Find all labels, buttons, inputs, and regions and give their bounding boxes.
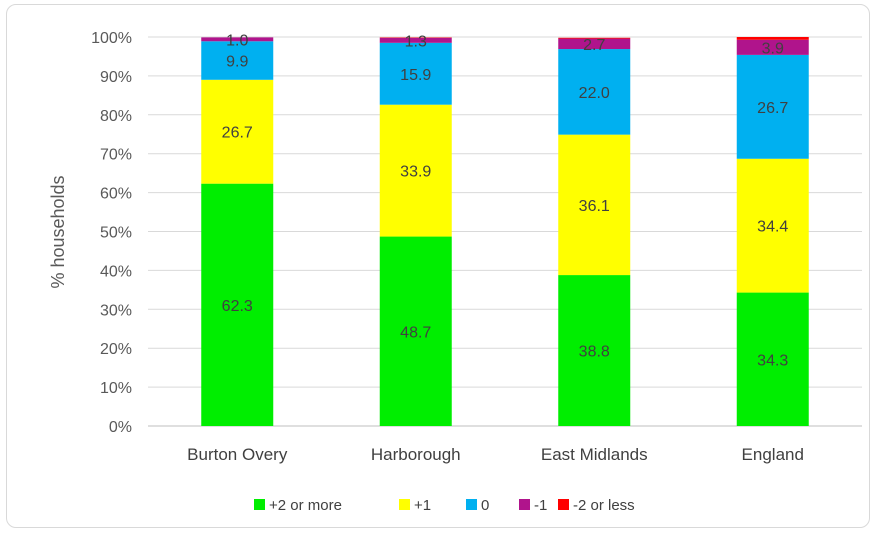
bar-segment — [558, 134, 631, 276]
x-category-label: Harborough — [371, 445, 461, 464]
y-tick-label: 30% — [100, 302, 132, 319]
bar-segment — [201, 183, 274, 426]
bar-segment — [201, 79, 274, 184]
x-axis-categories: Burton Overy Harborough East Midlands Engla… — [187, 445, 804, 464]
y-tick-label: 0% — [109, 419, 132, 436]
legend-swatch — [399, 499, 410, 510]
legend-label: +1 — [414, 497, 431, 514]
data-label: 34.4 — [757, 219, 788, 236]
bar-segment — [736, 37, 809, 40]
bar-segment — [379, 42, 452, 105]
y-tick-label: 70% — [100, 147, 132, 164]
legend-label: +2 or more — [269, 497, 342, 514]
data-label: 38.8 — [579, 344, 610, 361]
bar-segment — [736, 54, 809, 159]
y-tick-label: 90% — [100, 69, 132, 86]
bar-segment — [558, 37, 631, 39]
legend-swatch — [466, 499, 477, 510]
bar-segment — [201, 37, 274, 42]
y-tick-label: 100% — [91, 30, 132, 47]
data-label: 62.3 — [222, 298, 253, 315]
data-label: 26.7 — [222, 125, 253, 142]
legend-swatch — [519, 499, 530, 510]
data-labels: 62.3 26.7 9.9 1.0 48.7 33.9 15.9 1.3 38.8 36.1 22.… — [222, 32, 789, 369]
x-category-label: Burton Overy — [187, 445, 288, 464]
legend: +2 or more +1 0 -1 -2 or less — [254, 497, 635, 514]
bar-segment — [558, 275, 631, 426]
data-label: 15.9 — [400, 67, 431, 84]
data-label: 36.1 — [579, 198, 610, 215]
x-category-label: East Midlands — [541, 445, 648, 464]
bars — [201, 37, 809, 426]
bar-segment — [558, 49, 631, 135]
bar-segment — [736, 292, 809, 426]
legend-label: -2 or less — [573, 497, 635, 514]
y-tick-label: 50% — [100, 225, 132, 242]
data-label: 1.0 — [226, 32, 248, 49]
data-label: 3.9 — [762, 40, 784, 57]
data-label: 26.7 — [757, 100, 788, 117]
bar-segment — [379, 37, 452, 43]
y-tick-label: 10% — [100, 380, 132, 397]
y-tick-label: 80% — [100, 108, 132, 125]
data-label: 34.3 — [757, 352, 788, 369]
legend-label: -1 — [534, 497, 547, 514]
y-tick-label: 60% — [100, 186, 132, 203]
bar-segment — [558, 38, 631, 50]
y-tick-label: 20% — [100, 341, 132, 358]
bar-segment — [379, 236, 452, 426]
data-label: 22.0 — [579, 85, 610, 102]
y-tick-label: 40% — [100, 263, 132, 280]
data-label: 9.9 — [226, 54, 248, 71]
bar-segment — [736, 39, 809, 55]
data-label: 33.9 — [400, 164, 431, 181]
bar-segment — [736, 158, 809, 293]
legend-label: 0 — [481, 497, 489, 514]
legend-swatch — [558, 499, 569, 510]
y-axis-label: % households — [48, 175, 68, 288]
data-label: 2.7 — [583, 37, 605, 54]
data-label: 48.7 — [400, 324, 431, 341]
y-axis-ticks: 0% 10% 20% 30% 40% 50% 60% 70% 80% 90% 100% — [91, 30, 132, 436]
x-category-label: England — [742, 445, 804, 464]
legend-swatch — [254, 499, 265, 510]
data-label: 1.3 — [405, 33, 427, 50]
bar-segment — [379, 104, 452, 237]
bar-segment — [201, 41, 274, 80]
